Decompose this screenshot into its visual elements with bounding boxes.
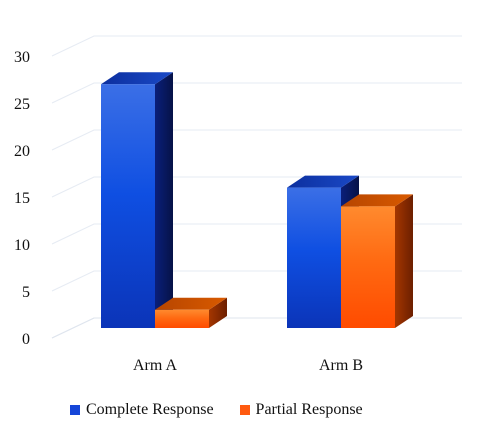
bar-side bbox=[155, 72, 173, 328]
bar-side bbox=[209, 297, 227, 328]
y-tick-label: 5 bbox=[22, 284, 30, 301]
bar-complete-response-1 bbox=[101, 72, 173, 328]
gridlines bbox=[51, 35, 462, 339]
gridline bbox=[51, 35, 462, 57]
bar-top bbox=[341, 194, 413, 207]
bars bbox=[101, 72, 413, 328]
bar-top bbox=[155, 297, 227, 310]
y-tick-label: 30 bbox=[14, 49, 30, 66]
bar-top bbox=[287, 175, 359, 188]
bar-side bbox=[395, 194, 413, 328]
bar-front bbox=[341, 206, 395, 328]
legend-swatch-complete bbox=[70, 405, 80, 415]
x-tick-label: Arm B bbox=[319, 357, 363, 374]
bar-partial-response-1 bbox=[155, 297, 227, 328]
x-tick-label: Arm A bbox=[133, 357, 177, 374]
gridline bbox=[51, 82, 462, 104]
bar-partial-response-2 bbox=[341, 194, 413, 328]
legend-item-complete: Complete Response bbox=[70, 401, 214, 419]
bar-front bbox=[101, 84, 155, 328]
y-axis-ticks: 0 5 10 15 20 25 30 bbox=[14, 49, 30, 348]
legend-label-partial: Partial Response bbox=[255, 401, 363, 418]
y-tick-label: 15 bbox=[14, 190, 30, 207]
y-tick-label: 0 bbox=[22, 331, 30, 348]
legend-item-partial: Partial Response bbox=[239, 401, 363, 419]
x-axis-ticks: Arm A Arm B bbox=[133, 357, 363, 374]
legend: Complete Response Partial Response bbox=[70, 401, 363, 419]
legend-label-complete: Complete Response bbox=[86, 401, 214, 418]
bar-front bbox=[287, 187, 341, 328]
y-tick-label: 10 bbox=[14, 237, 30, 254]
legend-swatch-partial bbox=[239, 405, 250, 415]
y-tick-label: 20 bbox=[14, 143, 30, 160]
bar-top bbox=[101, 72, 173, 85]
y-tick-label: 25 bbox=[14, 96, 30, 113]
bar-front bbox=[155, 309, 209, 328]
gridline bbox=[51, 129, 462, 151]
